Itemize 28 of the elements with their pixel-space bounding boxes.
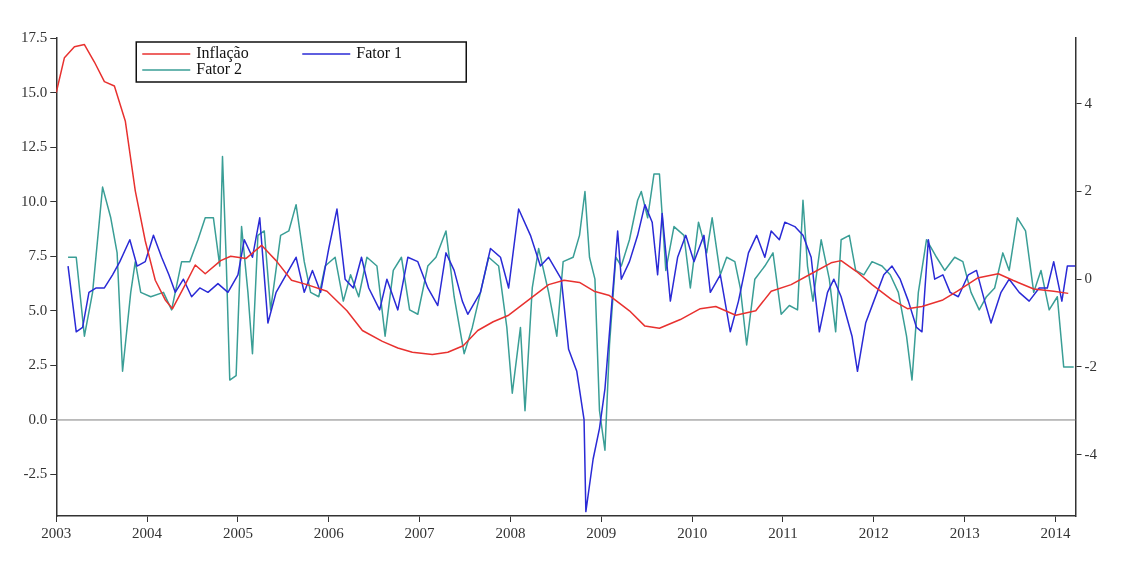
x-tick-label: 2004 <box>132 524 163 541</box>
x-tick-label: 2010 <box>677 524 708 541</box>
y2-tick-label: -4 <box>1084 445 1098 462</box>
x-tick-label: 2008 <box>495 524 526 541</box>
y2-tick-label: -2 <box>1084 357 1097 374</box>
x-tick-label: 2012 <box>858 524 889 541</box>
y-tick-label: 2.5 <box>28 356 48 373</box>
y-tick-label: 0.0 <box>28 410 48 427</box>
y-tick-label: 10.0 <box>21 192 48 209</box>
y-tick-label: -2.5 <box>23 465 48 482</box>
y2-tick-label: 0 <box>1084 270 1092 287</box>
legend-label: Inflação <box>196 44 249 63</box>
y-tick-label: 17.5 <box>21 28 48 45</box>
x-tick-label: 2011 <box>768 524 798 541</box>
x-tick-label: 2013 <box>949 524 980 541</box>
x-tick-label: 2003 <box>41 524 72 541</box>
legend-label: Fator 1 <box>356 44 403 62</box>
x-tick-label: 2014 <box>1040 524 1072 541</box>
y-tick-label: 12.5 <box>21 138 48 155</box>
x-tick-label: 2007 <box>404 524 436 541</box>
x-tick-label: 2006 <box>313 524 345 541</box>
x-tick-label: 2005 <box>222 524 253 541</box>
y2-tick-label: 4 <box>1084 94 1093 111</box>
x-tick-label: 2009 <box>586 524 617 541</box>
y-tick-label: 7.5 <box>28 247 48 264</box>
y2-tick-label: 2 <box>1084 182 1092 199</box>
y-tick-label: 5.0 <box>28 301 48 318</box>
y-tick-label: 15.0 <box>21 83 48 100</box>
